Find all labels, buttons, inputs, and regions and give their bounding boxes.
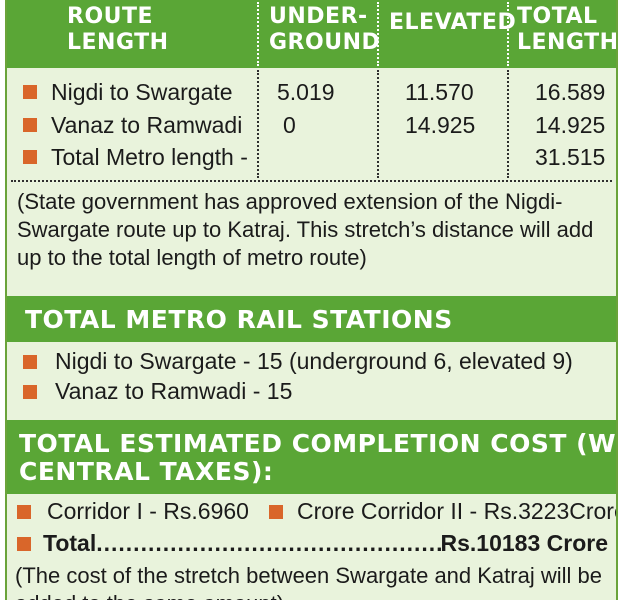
stations-header: TOTAL METRO RAIL STATIONS bbox=[7, 296, 616, 342]
leader-dots: ........................................… bbox=[96, 530, 440, 556]
cost-title-line1: TOTAL ESTIMATED COMPLETION COST (WITH bbox=[19, 429, 618, 458]
row-divider bbox=[11, 180, 612, 182]
bullet-icon bbox=[17, 537, 31, 551]
header-underground: UNDER- GROUND bbox=[269, 4, 380, 56]
stations-item: Vanaz to Ramwadi - 15 bbox=[55, 378, 293, 404]
total-cost-label: Total bbox=[43, 530, 97, 556]
header-underground-line2: GROUND bbox=[269, 30, 381, 55]
extension-note: (State government has approved extension… bbox=[17, 188, 613, 272]
header-divider bbox=[507, 2, 509, 66]
bullet-icon bbox=[23, 150, 37, 164]
bullet-icon bbox=[269, 505, 283, 519]
header-route-line1: ROUTE bbox=[67, 4, 154, 29]
header-elevated: ELEVATED bbox=[389, 10, 517, 35]
elevated-value: 11.570 bbox=[405, 79, 474, 105]
header-total-line1: TOTAL bbox=[517, 4, 598, 29]
header-route-line2: LENGTH bbox=[67, 30, 169, 55]
corridor-2-cost: Crore Corridor II - Rs.3223Crore bbox=[297, 498, 618, 524]
header-total: TOTAL LENGTH bbox=[517, 4, 618, 56]
header-total-line2: LENGTH bbox=[517, 30, 618, 55]
stations-title: TOTAL METRO RAIL STATIONS bbox=[25, 305, 453, 334]
header-underground-line1: UNDER- bbox=[269, 4, 368, 29]
total-value: 31.515 bbox=[535, 144, 606, 170]
underground-value: 0 bbox=[283, 112, 296, 138]
total-cost-line: Total ..................................… bbox=[43, 528, 608, 558]
note-line: (State government has approved extension… bbox=[17, 189, 563, 214]
note-line: Swargate route up to Katraj. This stretc… bbox=[17, 217, 594, 242]
route-name: Nigdi to Swargate bbox=[51, 79, 233, 105]
route-name: Vanaz to Ramwadi bbox=[51, 112, 243, 138]
header-divider bbox=[377, 2, 379, 66]
column-divider bbox=[257, 70, 259, 178]
bullet-icon bbox=[23, 85, 37, 99]
table-header: ROUTE LENGTH UNDER- GROUND ELEVATED TOTA… bbox=[7, 0, 616, 68]
cost-note-line: (The cost of the stretch between Swargat… bbox=[15, 563, 602, 588]
total-value: 16.589 bbox=[535, 79, 606, 105]
underground-value: 5.019 bbox=[277, 79, 335, 105]
header-divider bbox=[257, 2, 259, 66]
note-line: up to the total length of metro route) bbox=[17, 245, 367, 270]
column-divider bbox=[377, 70, 379, 178]
column-divider bbox=[507, 70, 509, 178]
cost-header: TOTAL ESTIMATED COMPLETION COST (WITH CE… bbox=[7, 420, 616, 494]
cost-title-line2: CENTRAL TAXES): bbox=[19, 457, 274, 486]
stations-item: Nigdi to Swargate - 15 (underground 6, e… bbox=[55, 348, 573, 374]
bullet-icon bbox=[23, 118, 37, 132]
total-cost-value: Rs.10183 Crore bbox=[440, 530, 609, 556]
elevated-value: 14.925 bbox=[405, 112, 476, 138]
total-value: 14.925 bbox=[535, 112, 606, 138]
cost-note-line: added to the same amount) bbox=[15, 590, 615, 600]
bullet-icon bbox=[17, 505, 31, 519]
corridor-1-cost: Corridor I - Rs.6960 bbox=[47, 498, 249, 524]
header-route: ROUTE LENGTH bbox=[67, 4, 169, 56]
metro-infographic: ROUTE LENGTH UNDER- GROUND ELEVATED TOTA… bbox=[5, 0, 618, 600]
cost-note: (The cost of the stretch between Swargat… bbox=[15, 562, 615, 600]
bullet-icon bbox=[23, 385, 37, 399]
bullet-icon bbox=[23, 355, 37, 369]
route-name: Total Metro length - bbox=[51, 144, 248, 170]
